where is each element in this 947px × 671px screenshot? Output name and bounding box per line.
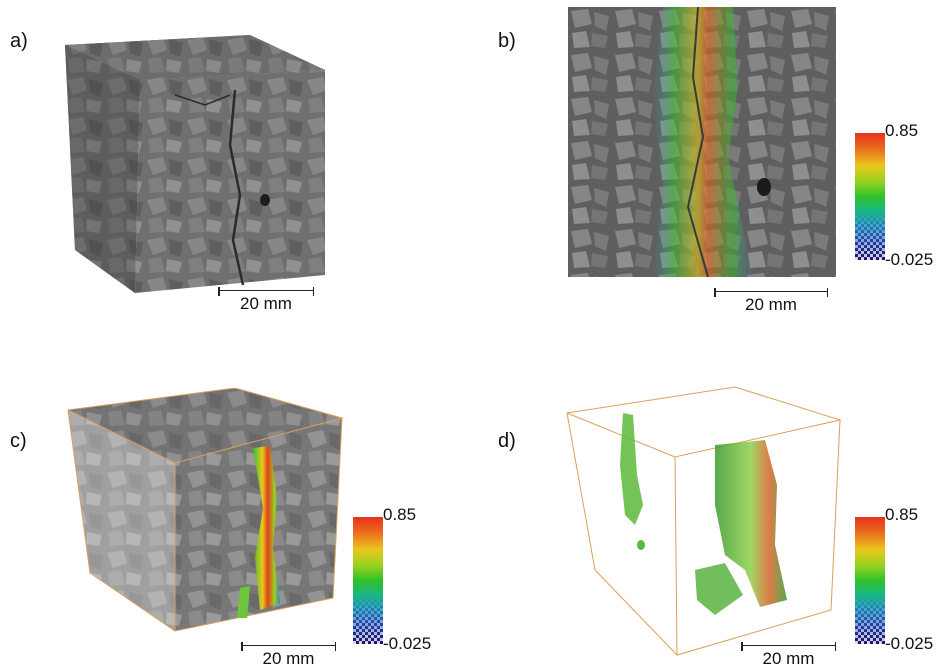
colorbar-max-label: 0.85 (885, 121, 919, 140)
colorbar-transparency (855, 211, 885, 260)
panel-c-colorbar: 0.85 -0.025 (353, 505, 431, 653)
scalebar-line (218, 287, 314, 299)
colorbar-transparency (353, 595, 383, 644)
colorbar-max-label: 0.85 (885, 505, 919, 524)
scalebar-label: 20 mm (762, 649, 815, 668)
panel-d-label: d) (498, 430, 516, 452)
panel-b-slice (568, 7, 836, 277)
panel-c-label: c) (10, 430, 27, 452)
panel-b-colorbar: 0.85 -0.025 (855, 121, 933, 269)
colorbar-min-label: -0.025 (885, 250, 934, 269)
scalebar-line (714, 288, 828, 300)
scalebar-line (241, 642, 336, 654)
colorbar-max-label: 0.85 (383, 505, 417, 524)
panel-d-scalebar: 20 mm (741, 642, 836, 671)
panel-b-scalebar: 20 mm (714, 288, 828, 321)
colorbar-min-label: -0.025 (383, 634, 432, 653)
colorbar-transparency (855, 595, 885, 644)
panel-d-colorbar: 0.85 -0.025 (855, 505, 933, 653)
scalebar-line (741, 642, 836, 654)
panel-a-cube (65, 35, 325, 293)
scalebar-label: 20 mm (745, 295, 797, 314)
panel-a-label: a) (10, 30, 28, 52)
panel-a-scalebar: 20 mm (218, 287, 314, 320)
panel-c-scalebar: 20 mm (241, 642, 336, 671)
panel-c-cube (67, 388, 344, 632)
colorbar-min-label: -0.025 (885, 634, 934, 653)
panel-d-cube (566, 386, 842, 656)
scalebar-label: 20 mm (262, 649, 315, 668)
scalebar-label: 20 mm (240, 294, 292, 313)
panel-b-label: b) (498, 30, 516, 52)
